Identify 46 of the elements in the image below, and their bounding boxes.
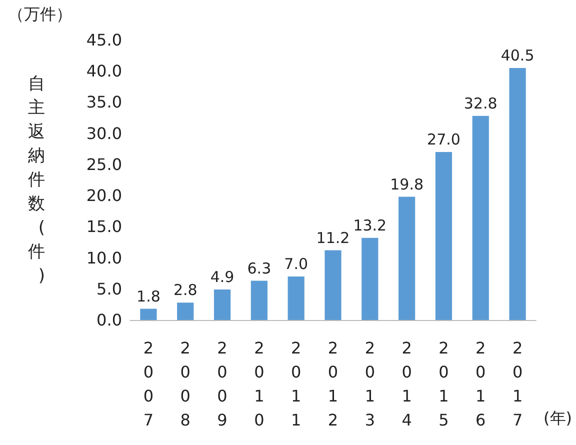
- y-tick-label: 30.0: [86, 124, 122, 143]
- data-label: 32.8: [464, 94, 498, 112]
- data-label: 1.8: [136, 287, 160, 306]
- x-tick-label: 2015: [438, 338, 449, 430]
- y-tick-label: 15.0: [86, 217, 122, 236]
- bar: [324, 250, 342, 320]
- bar: [288, 276, 304, 320]
- x-tick-label: 2011: [290, 338, 302, 430]
- bar: [177, 302, 194, 320]
- y-tick-label: 35.0: [86, 92, 122, 112]
- data-label: 4.9: [210, 268, 234, 286]
- y-tick-label: 20.0: [86, 186, 122, 206]
- text: （万件）: [8, 4, 72, 24]
- x-tick-label: 2013: [364, 338, 376, 430]
- bar: [398, 196, 416, 320]
- bar: [509, 68, 526, 320]
- data-label: 6.3: [247, 259, 272, 278]
- x-tick-label: 2010: [254, 338, 264, 430]
- y-tick-label: 10.0: [86, 248, 122, 268]
- x-tick-label: 2012: [328, 338, 338, 430]
- data-label: 2.8: [173, 281, 198, 300]
- bar: [214, 290, 231, 320]
- data-label: 27.0: [427, 130, 460, 148]
- data-label: 13.2: [353, 216, 387, 234]
- y-tick-label: 5.0: [96, 279, 122, 298]
- bar: [140, 308, 157, 320]
- data-label: 7.0: [284, 254, 308, 273]
- x-tick-label: 2016: [476, 338, 486, 430]
- x-tick-label: 2014: [402, 338, 412, 430]
- y-tick-label: 40.0: [86, 62, 122, 81]
- x-axis-title: (年): [544, 408, 572, 428]
- bar: [472, 116, 489, 320]
- bar: [435, 152, 452, 320]
- x-tick-label: 2017: [512, 338, 523, 430]
- data-label: 40.5: [500, 46, 534, 64]
- y-tick-label: 45.0: [86, 30, 122, 50]
- y-tick-label: 0.0: [96, 310, 122, 330]
- bar: [250, 280, 268, 320]
- data-label: 19.8: [390, 175, 424, 194]
- x-tick-label: 2008: [180, 338, 190, 430]
- x-tick-label: 2009: [217, 338, 228, 430]
- x-tick-label: 2007: [143, 338, 154, 430]
- text: 自主返納件数(件): [28, 74, 45, 286]
- y-tick-label: 25.0: [86, 154, 122, 174]
- bar: [362, 238, 378, 320]
- data-label: 11.2: [316, 228, 350, 247]
